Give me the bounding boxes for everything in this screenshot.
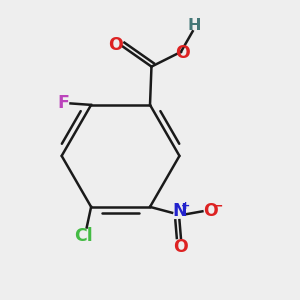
Text: Cl: Cl: [74, 227, 93, 245]
Text: −: −: [213, 200, 224, 212]
Text: O: O: [175, 44, 190, 62]
Text: O: O: [203, 202, 218, 220]
Text: F: F: [57, 94, 69, 112]
Text: O: O: [173, 238, 188, 256]
Text: N: N: [172, 202, 187, 220]
Text: O: O: [108, 35, 123, 53]
Text: H: H: [188, 19, 201, 34]
Text: +: +: [181, 201, 190, 211]
